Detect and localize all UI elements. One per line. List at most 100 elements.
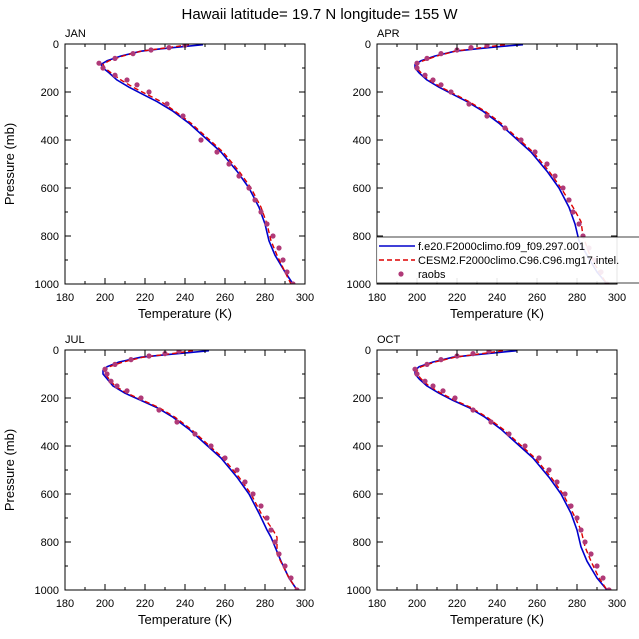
- raobs-marker: [146, 89, 152, 95]
- series-line-1: [414, 350, 608, 590]
- raobs-marker: [522, 443, 528, 449]
- panel-jan: 180 200 220 240 260 280 300 0 200 400 600 800 1000 JA…: [2, 28, 314, 321]
- raobs-marker: [544, 161, 550, 167]
- x-tick-label: 240: [176, 292, 194, 304]
- panel-apr: 180 200 220 240 260 280 300 0 200 400 600 800 1000 AP…: [347, 28, 627, 321]
- x-axis-label: Temperature (K): [450, 306, 544, 321]
- y-tick-label: 200: [41, 393, 59, 405]
- x-axis-label: Temperature (K): [450, 612, 544, 627]
- raobs-marker: [430, 77, 436, 83]
- x-tick-label: 260: [528, 292, 546, 304]
- y-tick-label: 1000: [35, 279, 59, 291]
- plot-area-jul: [102, 350, 300, 590]
- raobs-marker: [484, 44, 490, 48]
- y-tick-label: 1000: [35, 585, 59, 597]
- panel-label: JAN: [65, 28, 86, 40]
- raobs-marker: [536, 455, 542, 461]
- raobs-marker: [290, 281, 296, 284]
- series-line-1: [102, 350, 298, 590]
- raobs-marker: [424, 55, 430, 62]
- panel-label: OCT: [377, 334, 401, 346]
- raobs-marker: [124, 77, 130, 83]
- y-tick-label: 200: [41, 87, 59, 99]
- y-tick-label: 400: [353, 135, 371, 147]
- raobs-marker: [102, 366, 108, 372]
- x-tick-label: 280: [568, 292, 586, 304]
- x-tick-label: 200: [408, 292, 426, 304]
- x-tick-label: 180: [56, 292, 74, 304]
- raobs-marker: [264, 221, 270, 227]
- raobs-marker: [156, 407, 162, 413]
- raobs-marker: [112, 361, 118, 367]
- y-tick-label: 400: [41, 441, 59, 453]
- raobs-marker: [470, 407, 476, 413]
- y-axis-label: Pressure (mb): [2, 429, 17, 511]
- raobs-marker: [502, 125, 508, 131]
- x-tick-label: 300: [296, 598, 314, 610]
- x-tick-label: 220: [448, 292, 466, 304]
- x-tick-label: 220: [136, 598, 154, 610]
- x-tick-label: 200: [96, 598, 114, 610]
- raobs-marker: [130, 51, 136, 57]
- raobs-marker: [468, 45, 474, 51]
- plot-area-jan: [96, 44, 296, 284]
- x-tick-label: 180: [368, 292, 386, 304]
- raobs-marker: [284, 269, 290, 275]
- raobs-marker: [166, 45, 172, 51]
- raobs-marker: [134, 82, 140, 88]
- raobs-marker: [104, 371, 110, 377]
- raobs-marker: [578, 527, 584, 533]
- raobs-marker: [96, 60, 102, 66]
- raobs-marker: [124, 388, 130, 394]
- y-axis-label: Pressure (mb): [2, 123, 17, 205]
- raobs-marker: [422, 378, 428, 384]
- axes-frame: [64, 43, 306, 285]
- raobs-marker: [606, 587, 612, 590]
- x-tick-label: 260: [216, 292, 234, 304]
- y-tick-label: 800: [353, 537, 371, 549]
- y-tick-label: 800: [41, 537, 59, 549]
- y-tick-label: 600: [41, 489, 59, 501]
- panel-oct: 180 200 220 240 260 280 300 0 200 400 600 800 1000 OC…: [347, 334, 627, 627]
- raobs-marker: [258, 503, 264, 509]
- raobs-marker: [112, 55, 118, 62]
- raobs-marker: [242, 479, 248, 485]
- raobs-marker: [560, 185, 566, 191]
- raobs-marker: [506, 431, 512, 437]
- raobs-marker: [484, 113, 490, 119]
- y-tick-label: 600: [353, 183, 371, 195]
- raobs-marker: [276, 245, 282, 251]
- raobs-marker: [532, 149, 538, 155]
- x-tick-label: 240: [488, 598, 506, 610]
- raobs-marker: [414, 60, 420, 66]
- raobs-marker: [162, 351, 168, 357]
- raobs-marker: [214, 149, 220, 155]
- raobs-marker: [252, 197, 258, 203]
- x-tick-label: 180: [368, 598, 386, 610]
- raobs-marker: [562, 491, 568, 497]
- raobs-marker: [280, 257, 286, 263]
- raobs-marker: [566, 197, 572, 203]
- x-tick-label: 240: [176, 598, 194, 610]
- y-tick-label: 200: [353, 393, 371, 405]
- raobs-marker: [164, 101, 170, 107]
- y-tick-label: 800: [41, 231, 59, 243]
- raobs-marker: [466, 101, 472, 107]
- series-line-2: [416, 350, 608, 590]
- raobs-marker: [424, 361, 430, 367]
- raobs-marker: [112, 72, 118, 78]
- raobs-marker: [192, 431, 198, 437]
- x-tick-label: 280: [256, 598, 274, 610]
- raobs-marker: [250, 491, 256, 497]
- legend-label-1: f.e20.F2000climo.f09_f09.297.001: [418, 241, 585, 253]
- x-tick-label: 220: [136, 292, 154, 304]
- raobs-marker: [440, 388, 446, 394]
- raobs-marker: [246, 185, 252, 191]
- y-tick-label: 600: [41, 183, 59, 195]
- x-axis-label: Temperature (K): [138, 612, 232, 627]
- axes-frame: [376, 349, 618, 591]
- raobs-marker: [552, 173, 558, 179]
- raobs-marker: [114, 383, 120, 389]
- raobs-marker: [518, 137, 524, 143]
